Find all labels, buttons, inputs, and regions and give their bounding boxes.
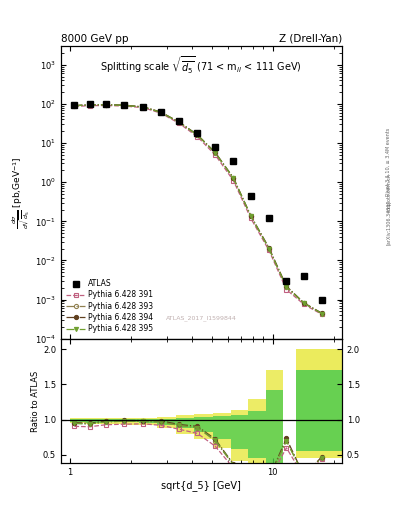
Pythia 6.428 394 [195,132,200,138]
Y-axis label: Ratio to ATLAS: Ratio to ATLAS [31,370,40,432]
Pythia 6.428 393 [231,175,236,181]
Pythia 6.428 395 [103,102,108,108]
Pythia 6.428 393 [302,301,307,307]
Pythia 6.428 394 [248,212,253,219]
Pythia 6.428 393 [87,102,92,108]
Pythia 6.428 391 [213,152,217,158]
Pythia 6.428 394 [284,283,289,289]
Pythia 6.428 395 [213,150,217,156]
Pythia 6.428 393 [320,310,324,316]
Pythia 6.428 394 [213,149,217,155]
Pythia 6.428 393 [158,109,163,115]
Pythia 6.428 391 [122,103,127,109]
Pythia 6.428 395 [231,175,236,181]
Line: Pythia 6.428 395: Pythia 6.428 395 [72,103,324,315]
Legend: ATLAS, Pythia 6.428 391, Pythia 6.428 393, Pythia 6.428 394, Pythia 6.428 395: ATLAS, Pythia 6.428 391, Pythia 6.428 39… [65,278,155,335]
Pythia 6.428 391 [87,102,92,109]
Pythia 6.428 393 [72,102,77,109]
Pythia 6.428 394 [72,102,77,109]
Pythia 6.428 394 [177,119,182,125]
X-axis label: sqrt{d_5} [GeV]: sqrt{d_5} [GeV] [162,480,241,491]
ATLAS [87,101,92,107]
Pythia 6.428 395 [266,246,271,252]
Pythia 6.428 395 [158,109,163,115]
Pythia 6.428 391 [248,215,253,221]
Pythia 6.428 395 [320,310,324,316]
Pythia 6.428 391 [231,178,236,184]
Pythia 6.428 393 [177,119,182,125]
Pythia 6.428 394 [231,175,236,181]
Pythia 6.428 395 [72,102,77,109]
Line: Pythia 6.428 391: Pythia 6.428 391 [72,103,324,316]
Pythia 6.428 395 [302,300,307,306]
ATLAS [177,118,182,124]
ATLAS [302,273,307,279]
Pythia 6.428 393 [266,246,271,252]
Pythia 6.428 391 [195,134,200,140]
Pythia 6.428 393 [195,132,200,138]
ATLAS [72,102,77,108]
Pythia 6.428 395 [122,102,127,109]
Pythia 6.428 391 [158,110,163,116]
Pythia 6.428 394 [302,300,307,306]
Text: ATLAS_2017_I1599844: ATLAS_2017_I1599844 [166,315,237,321]
Pythia 6.428 395 [284,284,289,290]
Pythia 6.428 391 [141,104,146,111]
Pythia 6.428 393 [213,150,217,156]
Text: [arXiv:1306.3436]: [arXiv:1306.3436] [386,201,391,245]
Text: Splitting scale $\sqrt{\overline{d_5}}$ (71 < m$_{ll}$ < 111 GeV): Splitting scale $\sqrt{\overline{d_5}}$ … [101,55,302,76]
Pythia 6.428 391 [72,103,77,110]
Pythia 6.428 395 [141,104,146,110]
Pythia 6.428 391 [177,120,182,126]
ATLAS [103,101,108,108]
Text: 8000 GeV pp: 8000 GeV pp [61,33,129,44]
Pythia 6.428 394 [141,104,146,110]
ATLAS [266,215,271,221]
ATLAS [320,297,324,304]
Pythia 6.428 394 [122,102,127,108]
Pythia 6.428 391 [266,247,271,253]
Pythia 6.428 395 [248,213,253,219]
ATLAS [213,144,217,150]
ATLAS [122,102,127,108]
Pythia 6.428 394 [320,310,324,316]
Line: ATLAS: ATLAS [72,101,325,304]
Text: mcplots.cern.ch: mcplots.cern.ch [386,173,391,212]
Pythia 6.428 391 [320,311,324,317]
ATLAS [141,103,146,110]
Text: Rivet 3.1.10, ≥ 3.4M events: Rivet 3.1.10, ≥ 3.4M events [386,127,391,196]
Y-axis label: $\frac{d\sigma}{d\sqrt{\overline{d_5}}}$ [pb,GeV$^{-1}$]: $\frac{d\sigma}{d\sqrt{\overline{d_5}}}$… [11,156,32,229]
Pythia 6.428 393 [141,104,146,110]
Pythia 6.428 391 [103,102,108,109]
Line: Pythia 6.428 394: Pythia 6.428 394 [72,102,324,315]
Pythia 6.428 394 [158,109,163,115]
Line: Pythia 6.428 393: Pythia 6.428 393 [72,103,324,315]
ATLAS [284,278,289,284]
Text: Z (Drell-Yan): Z (Drell-Yan) [279,33,342,44]
Pythia 6.428 395 [195,132,200,138]
Pythia 6.428 393 [284,284,289,290]
Pythia 6.428 394 [266,245,271,251]
Pythia 6.428 391 [284,287,289,293]
Pythia 6.428 393 [103,102,108,108]
Pythia 6.428 395 [177,119,182,125]
ATLAS [248,193,253,199]
ATLAS [231,158,236,164]
Pythia 6.428 394 [103,101,108,108]
ATLAS [158,109,163,115]
Pythia 6.428 391 [302,302,307,308]
Pythia 6.428 395 [87,102,92,108]
ATLAS [195,130,200,136]
Pythia 6.428 393 [248,213,253,219]
Pythia 6.428 393 [122,102,127,109]
Pythia 6.428 394 [87,102,92,108]
